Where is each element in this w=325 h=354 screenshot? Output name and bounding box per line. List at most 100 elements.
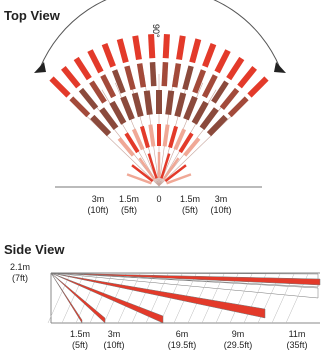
outer-zone	[73, 56, 92, 81]
zone-guide-ray	[78, 107, 160, 187]
tick-label: (5ft)	[121, 205, 137, 215]
inner-zone	[117, 137, 135, 157]
outer-zone	[100, 74, 117, 99]
near-zone	[157, 152, 161, 178]
coverage-angle-label: 90°	[151, 24, 161, 38]
side-view-tick-labels: 1.5m (5ft) 3m (10ft) 6m (19.5ft) 9m (29.…	[70, 329, 308, 350]
tick-label: 3m	[215, 194, 228, 204]
inner-zone	[157, 124, 161, 146]
outer-zone	[136, 63, 147, 88]
tick-label: 9m	[232, 329, 245, 339]
outer-zone	[219, 87, 240, 111]
outer-zone	[148, 34, 156, 59]
near-zone	[138, 157, 156, 181]
coverage-arc	[39, 0, 281, 69]
outer-zone	[69, 96, 91, 118]
side-hatch-line	[117, 273, 141, 324]
side-hatch-line	[47, 273, 71, 324]
outer-zone	[171, 63, 182, 88]
tick-label: 11m	[289, 329, 306, 339]
side-beam	[50, 272, 164, 324]
outer-zone	[132, 35, 142, 61]
side-beam	[50, 272, 266, 319]
middle-zone	[165, 90, 175, 115]
middle-zone	[99, 107, 119, 131]
outer-zone	[162, 34, 170, 59]
height-label: 2.1m	[10, 262, 30, 272]
inner-zone	[168, 125, 179, 149]
middle-zone	[156, 90, 162, 114]
inner-zone	[173, 128, 187, 151]
outer-zone	[49, 76, 71, 98]
outer-zone	[89, 80, 107, 104]
near-zone	[162, 157, 180, 181]
near-zone	[160, 153, 171, 179]
outer-zone	[101, 43, 116, 68]
side-beam	[50, 272, 83, 324]
tick-label: 0	[156, 194, 161, 204]
outer-zone	[182, 65, 194, 91]
near-zone	[166, 173, 192, 185]
near-zone	[164, 164, 187, 183]
middle-zone	[131, 92, 144, 118]
side-beam	[50, 272, 106, 324]
near-zone	[131, 164, 154, 183]
top-view: Top View 90° 3m (10ft) 1.5m (5ft) 0 1.5m…	[4, 0, 286, 215]
outer-zone	[87, 49, 104, 74]
middle-zone	[199, 107, 219, 131]
middle-zone	[143, 90, 153, 115]
inner-zone	[131, 128, 145, 151]
side-beam	[50, 272, 321, 286]
middle-zone	[183, 95, 198, 121]
tick-label: (5ft)	[72, 340, 88, 350]
side-hatch-line	[229, 273, 253, 324]
outer-zone	[78, 87, 99, 111]
tick-label: (10ft)	[103, 340, 124, 350]
outer-zone	[202, 43, 217, 68]
tick-label: 1.5m	[119, 194, 139, 204]
tick-label: (19.5ft)	[168, 340, 197, 350]
outer-zone	[176, 35, 186, 61]
outer-zone	[226, 56, 245, 81]
height-label: (7ft)	[12, 273, 28, 283]
outer-zone	[61, 65, 81, 89]
middle-zone	[120, 95, 135, 121]
near-zone	[126, 173, 152, 185]
side-hatch-line	[215, 273, 239, 324]
tick-label: (29.5ft)	[224, 340, 253, 350]
tick-label: (35ft)	[286, 340, 307, 350]
inner-zone	[162, 124, 170, 147]
inner-zone	[139, 125, 150, 149]
top-view-title: Top View	[4, 8, 61, 23]
side-hatch-line	[201, 273, 225, 324]
right-arrowhead-icon	[274, 62, 286, 73]
side-detection-beams	[47, 272, 321, 324]
top-view-tick-labels: 3m (10ft) 1.5m (5ft) 0 1.5m (5ft) 3m (10…	[87, 194, 231, 215]
side-view-title: Side View	[4, 242, 65, 257]
side-hatch-line	[61, 273, 85, 324]
outer-zone	[192, 69, 207, 94]
left-arrowhead-icon	[34, 62, 46, 73]
middle-zone	[109, 100, 127, 125]
middle-zone	[206, 114, 228, 137]
outer-zone	[237, 65, 257, 89]
middle-zone	[174, 92, 187, 118]
outer-zone	[227, 96, 249, 118]
outer-zone	[189, 38, 202, 64]
outer-zone	[161, 62, 169, 87]
inner-zone	[124, 132, 140, 154]
side-view: Side View 2.1m (7ft) 1.5m (5ft) 3m (10ft…	[4, 242, 321, 350]
outer-zone	[149, 62, 157, 87]
outer-zone	[111, 69, 126, 94]
outer-zone	[247, 76, 269, 98]
side-hatch-line	[131, 273, 155, 324]
detection-zone-fan	[49, 34, 269, 187]
near-zone	[147, 153, 158, 179]
tick-label: 1.5m	[180, 194, 200, 204]
tick-label: (10ft)	[87, 205, 108, 215]
side-hatch-line	[89, 273, 113, 324]
outer-zone	[124, 65, 136, 91]
zone-guide-ray	[158, 107, 240, 187]
outer-zone	[214, 49, 231, 74]
